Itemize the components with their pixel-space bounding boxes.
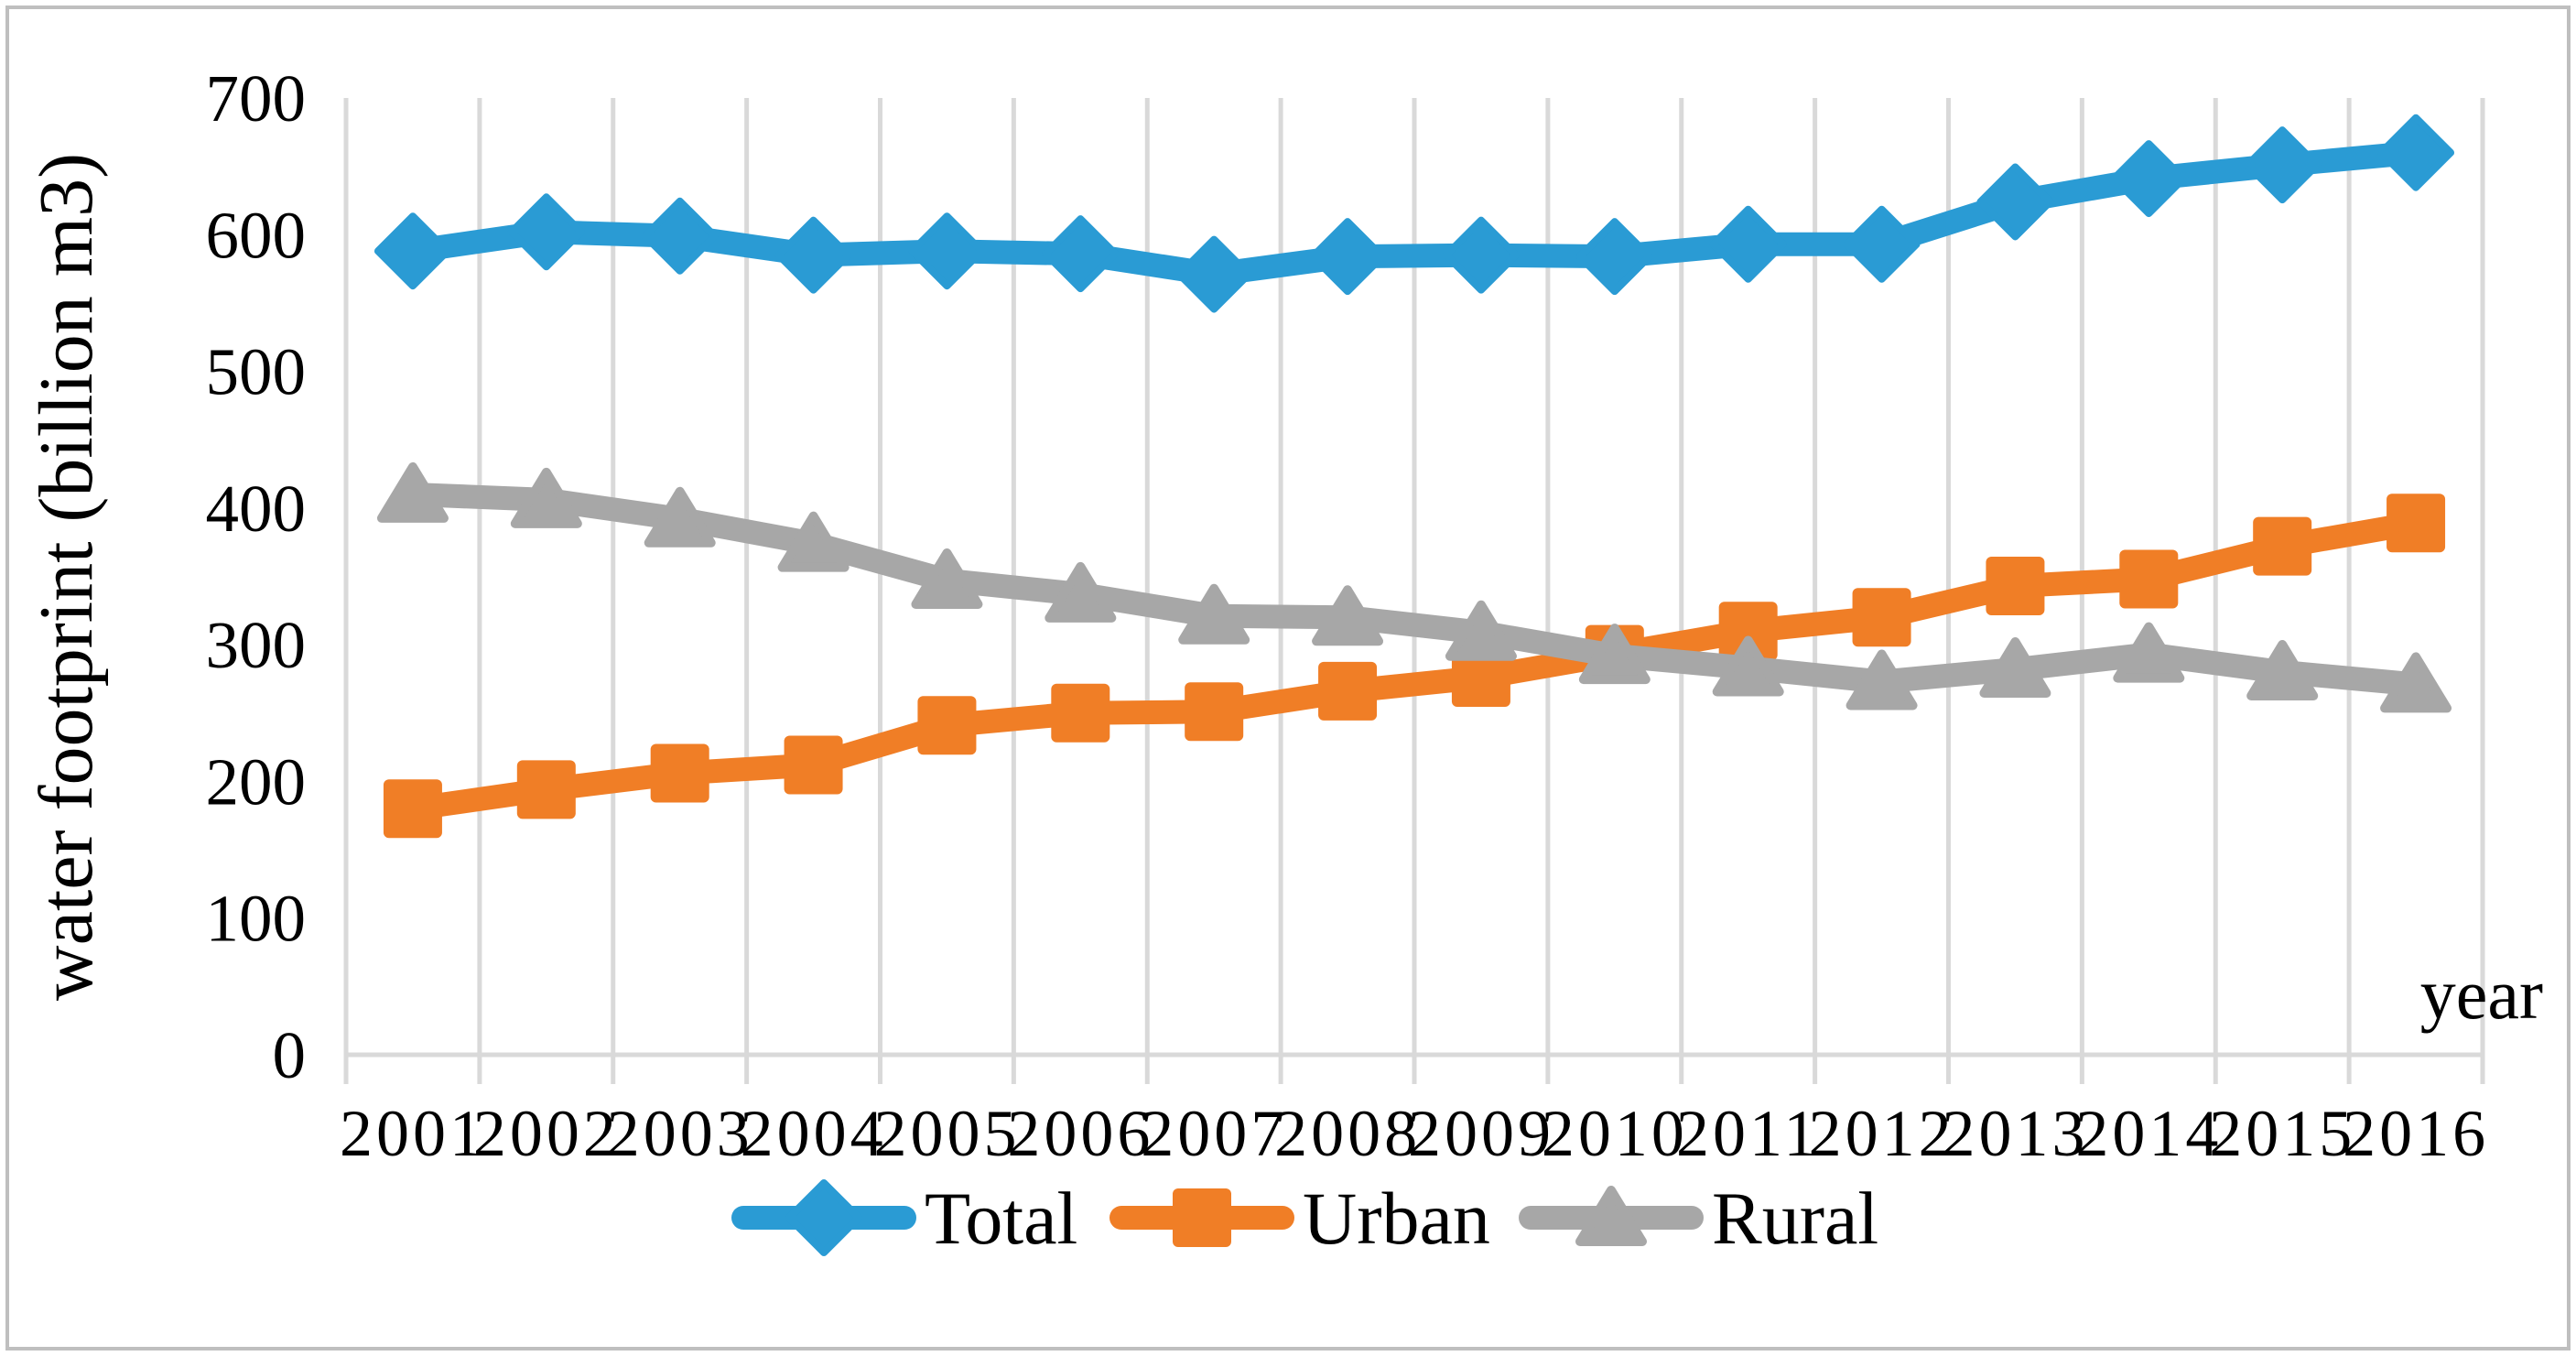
series-marker-urban-square-icon [1051, 683, 1110, 743]
series-marker-total-diamond-icon [2377, 114, 2455, 191]
series-marker-rural-triangle-icon [1312, 585, 1384, 646]
series-marker-rural-triangle-icon [510, 467, 582, 528]
series-marker-rural-triangle-icon [2380, 652, 2452, 713]
series-marker-rural-triangle-icon [1979, 637, 2051, 699]
series-marker-total-diamond-icon [2244, 126, 2322, 204]
series-line-urban [400, 511, 2429, 821]
series-line-rural [400, 482, 2429, 697]
x-axis-tick-label: 2001 [340, 1097, 486, 1170]
series-marker-total-diamond-icon [1843, 205, 1921, 283]
series-marker-rural-triangle-icon [1178, 583, 1250, 645]
y-axis-tick-label: 300 [206, 608, 307, 682]
series-marker-urban-square-icon [2119, 549, 2179, 609]
legend-label-urban: Urban [1303, 1177, 1490, 1260]
x-axis-tick-label: 2003 [607, 1097, 753, 1170]
x-axis-tick-label: 2016 [2343, 1097, 2489, 1170]
legend-marker-urban-square-icon [1173, 1188, 1231, 1247]
y-axis-tick-label: 400 [206, 472, 307, 546]
x-axis-tick-label: 2015 [2209, 1097, 2355, 1170]
y-axis-tick-label: 0 [273, 1018, 307, 1092]
x-axis-tick-label: 2007 [1141, 1097, 1287, 1170]
x-axis-tick-label: 2006 [1007, 1097, 1153, 1170]
x-axis-title: year [2420, 954, 2543, 1034]
y-axis-title: water footprint (billion m3) [24, 153, 109, 1001]
series-marker-urban-square-icon [917, 696, 977, 755]
series-marker-urban-square-icon [2387, 494, 2446, 553]
series-marker-rural-triangle-icon [376, 461, 449, 523]
series-marker-urban-square-icon [1451, 647, 1510, 707]
legend-marker-total-diamond-icon [785, 1179, 862, 1256]
x-axis-tick-label: 2013 [1942, 1097, 2088, 1170]
x-axis-tick-label: 2009 [1408, 1097, 1554, 1170]
series-marker-total-diamond-icon [1709, 205, 1787, 283]
series-marker-urban-square-icon [784, 735, 843, 795]
series-marker-rural-triangle-icon [1445, 600, 1517, 661]
series-marker-urban-square-icon [2253, 516, 2312, 576]
series-marker-total-diamond-icon [1042, 215, 1120, 293]
series-marker-urban-square-icon [1185, 682, 1244, 742]
x-axis-tick-label: 2014 [2075, 1097, 2222, 1170]
legend-marker-rural-triangle-icon [1575, 1186, 1647, 1246]
figure-border [5, 5, 2571, 1351]
x-axis-tick-label: 2012 [1809, 1097, 1955, 1170]
series-marker-total-diamond-icon [2110, 140, 2188, 218]
series-marker-urban-square-icon [1318, 661, 1378, 721]
y-axis-tick-label: 600 [206, 198, 307, 272]
series-marker-rural-triangle-icon [1712, 635, 1784, 697]
series-marker-total-diamond-icon [1575, 218, 1653, 296]
x-axis-tick-label: 2004 [741, 1097, 887, 1170]
series-marker-total-diamond-icon [1976, 163, 2054, 241]
legend-label-total: Total [925, 1177, 1077, 1260]
series-marker-rural-triangle-icon [1578, 624, 1651, 685]
y-axis-tick-label: 500 [206, 335, 307, 409]
y-axis-tick-label: 700 [206, 61, 307, 136]
series-marker-total-diamond-icon [507, 193, 585, 271]
series-marker-urban-square-icon [516, 760, 576, 819]
series-marker-total-diamond-icon [373, 212, 451, 290]
y-axis-tick-label: 200 [206, 744, 307, 819]
series-marker-rural-triangle-icon [2246, 640, 2319, 700]
series-marker-urban-square-icon [383, 779, 442, 839]
series-marker-rural-triangle-icon [644, 486, 716, 548]
series-marker-total-diamond-icon [774, 216, 852, 294]
x-axis-tick-label: 2008 [1274, 1097, 1421, 1170]
series-marker-total-diamond-icon [1175, 235, 1253, 313]
series-marker-total-diamond-icon [1309, 218, 1387, 296]
y-axis-tick-label: 100 [206, 882, 307, 956]
series-marker-rural-triangle-icon [911, 548, 983, 609]
series-marker-rural-triangle-icon [777, 511, 850, 572]
series-marker-rural-triangle-icon [1044, 561, 1117, 623]
x-axis-tick-label: 2005 [873, 1097, 1020, 1170]
x-axis-tick-label: 2011 [1676, 1097, 1820, 1170]
series-marker-rural-triangle-icon [2113, 622, 2185, 683]
legend-label-rural: Rural [1712, 1177, 1878, 1260]
series-line-total [400, 140, 2429, 287]
series-marker-total-diamond-icon [1442, 216, 1520, 294]
series-marker-total-diamond-icon [641, 197, 719, 275]
series-marker-urban-square-icon [1718, 602, 1778, 661]
series-marker-urban-square-icon [1986, 556, 2045, 615]
series-marker-urban-square-icon [650, 743, 709, 803]
series-marker-total-diamond-icon [908, 212, 986, 290]
series-marker-urban-square-icon [1852, 588, 1911, 647]
x-axis-tick-label: 2002 [473, 1097, 620, 1170]
x-axis-tick-label: 2010 [1542, 1097, 1688, 1170]
series-marker-rural-triangle-icon [1845, 649, 1918, 711]
